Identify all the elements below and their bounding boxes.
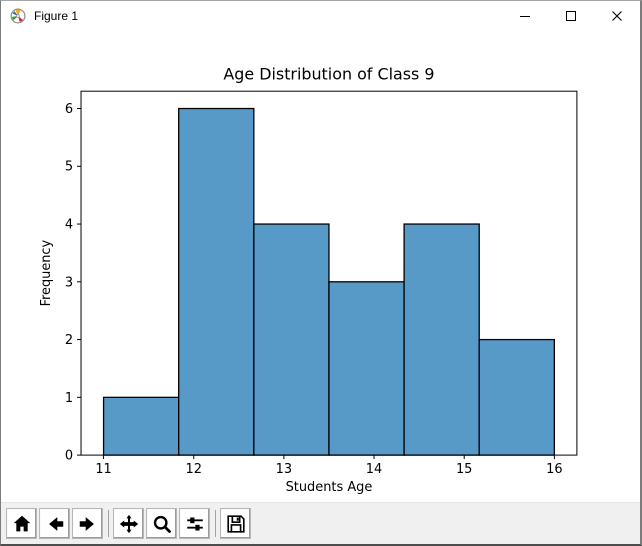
move-icon	[118, 513, 140, 535]
histogram-bar	[328, 281, 405, 456]
magnifier-icon	[151, 513, 173, 535]
y-tick-label: 0	[65, 449, 73, 464]
toolbar-separator	[108, 510, 109, 537]
toolbar-separator	[215, 510, 216, 537]
navigation-toolbar	[1, 502, 640, 544]
y-tick-label: 4	[65, 218, 73, 233]
y-tick-label: 1	[65, 391, 73, 406]
histogram-bar	[403, 223, 480, 456]
y-tick-label: 6	[65, 102, 73, 117]
x-tick-label: 13	[276, 462, 292, 477]
sliders-icon	[184, 513, 206, 535]
histogram-bar	[253, 223, 330, 456]
minimize-button[interactable]	[502, 1, 548, 31]
maximize-button[interactable]	[548, 1, 594, 31]
y-tick-label: 3	[65, 275, 73, 290]
window-controls	[502, 1, 640, 31]
arrow-left-icon	[44, 513, 66, 535]
toolbar-zoom-button[interactable]	[146, 508, 177, 539]
chart-title: Age Distribution of Class 9	[223, 64, 434, 83]
histogram-bar	[178, 107, 255, 456]
histogram-bar	[102, 396, 180, 456]
x-tick-label: 12	[185, 462, 201, 477]
close-icon	[611, 10, 623, 22]
toolbar-back-button[interactable]	[39, 508, 70, 539]
y-tick-label: 5	[65, 160, 73, 175]
y-axis-label: Frequency	[39, 240, 54, 307]
toolbar-forward-button[interactable]	[72, 508, 103, 539]
x-tick-label: 14	[366, 462, 382, 477]
titlebar[interactable]: Figure 1	[1, 1, 640, 31]
minimize-icon	[519, 10, 531, 22]
window-title: Figure 1	[34, 9, 79, 23]
matplotlib-logo-icon	[10, 8, 26, 24]
toolbar-save-button[interactable]	[220, 508, 251, 539]
y-tick-label: 2	[65, 333, 73, 348]
x-tick-label: 11	[95, 462, 111, 477]
arrow-right-icon	[77, 513, 99, 535]
toolbar-home-button[interactable]	[6, 508, 37, 539]
axes-spines	[80, 90, 578, 456]
home-icon	[11, 513, 33, 535]
toolbar-pan-button[interactable]	[113, 508, 144, 539]
maximize-icon	[565, 10, 577, 22]
figure-canvas[interactable]: 11 12 13 14 15 16 0 1 2 3 4 5 6 Age Distribution of C…	[1, 31, 640, 502]
close-button[interactable]	[594, 1, 640, 31]
x-tick-label: 15	[456, 462, 472, 477]
save-icon	[225, 513, 247, 535]
histogram-bar	[478, 338, 556, 456]
x-axis-label: Students Age	[286, 480, 373, 495]
x-tick-label: 16	[546, 462, 562, 477]
toolbar-configure-subplots-button[interactable]	[179, 508, 210, 539]
